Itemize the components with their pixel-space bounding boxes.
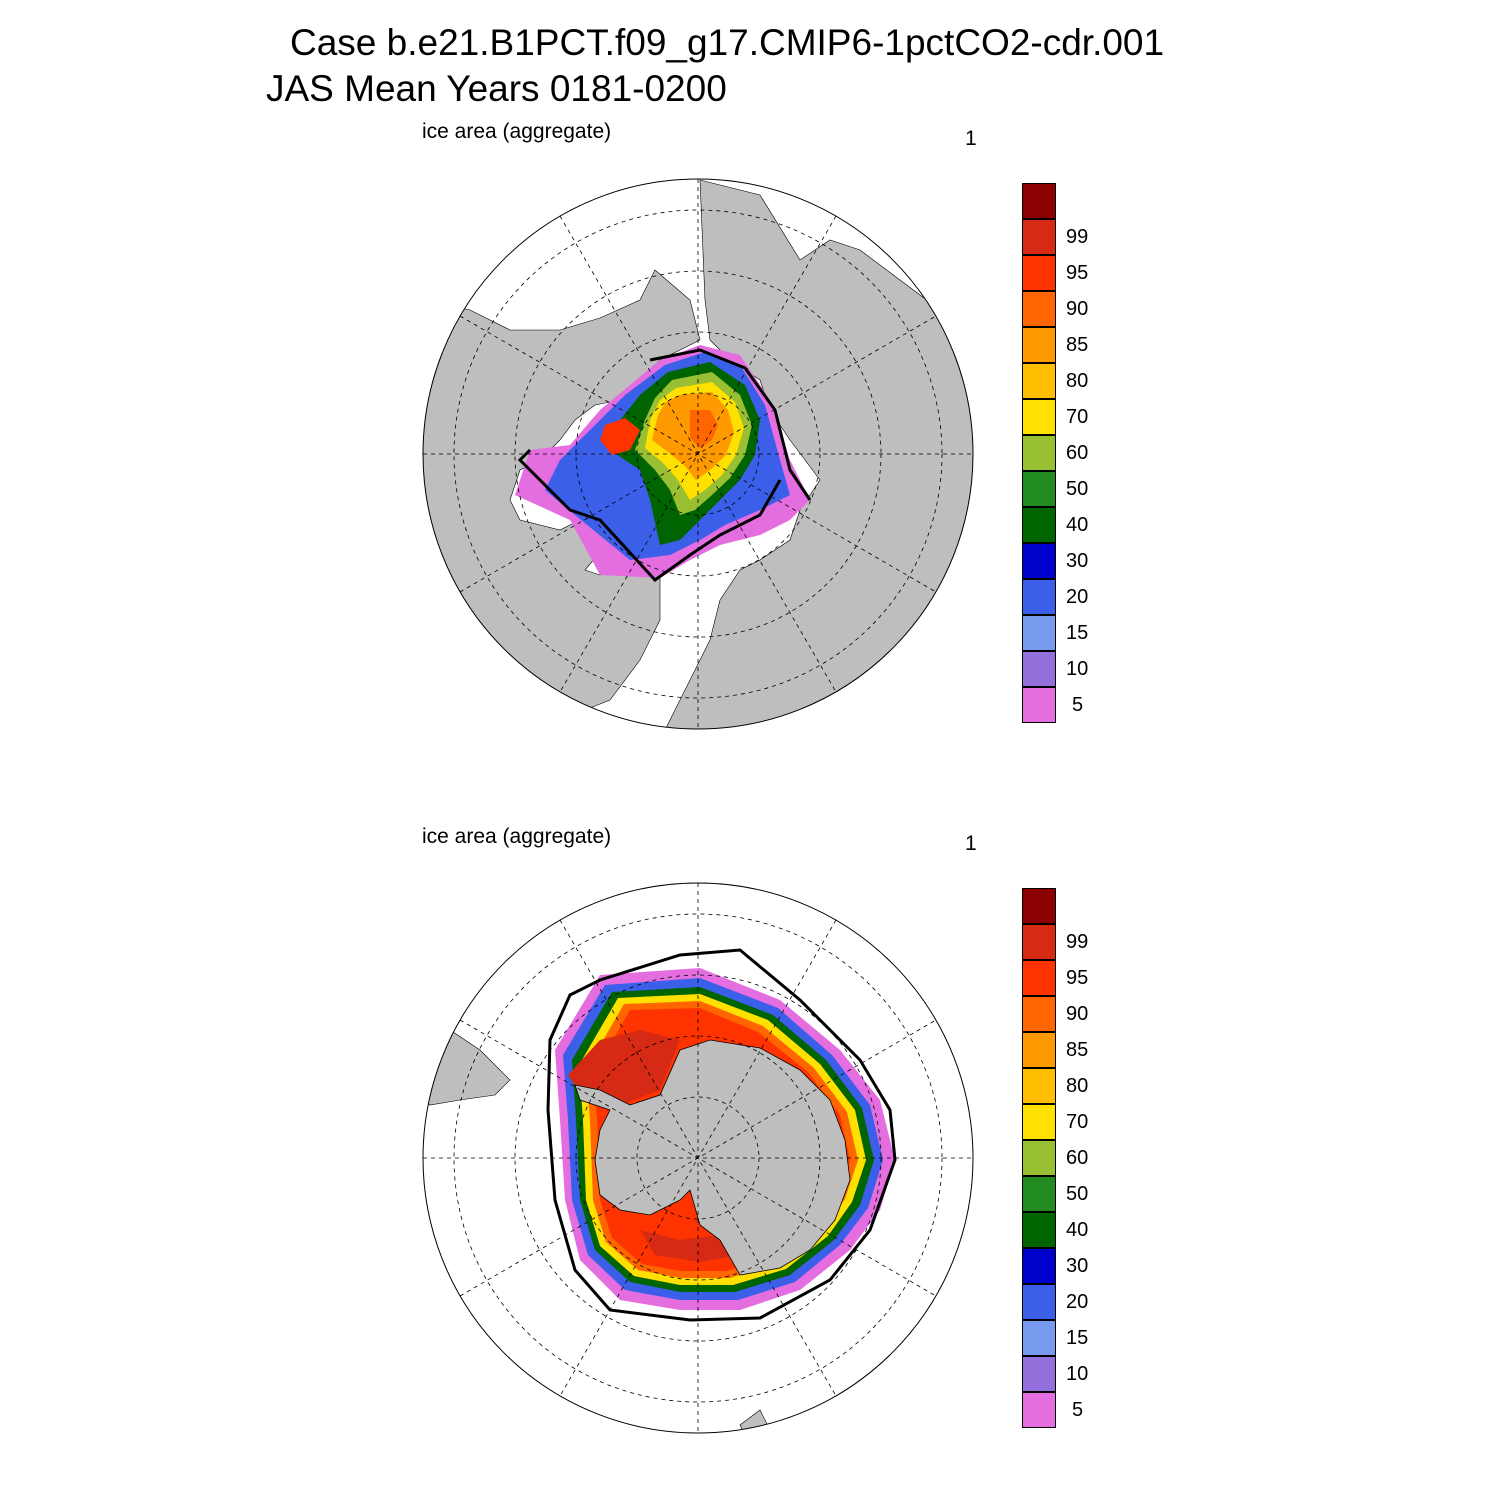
antarctic-colorbar-swatch [1022, 1032, 1056, 1068]
arctic-ice-85 [690, 410, 718, 448]
arctic-colorbar-label: 20 [1066, 586, 1089, 608]
antarctic-colorbar-swatch [1022, 1068, 1056, 1104]
antarctic-colorbar: 99 95 90 85 80 70 60 50 40 30 20 15 10 5 [1022, 888, 1088, 1428]
antarctic-colorbar-label: 10 [1066, 1363, 1089, 1385]
antarctic-colorbar-label: 60 [1066, 1147, 1089, 1169]
arctic-right-label: 1 [965, 127, 977, 150]
arctic-colorbar-label: 10 [1066, 658, 1089, 680]
arctic-colorbar-swatch [1022, 219, 1056, 255]
antarctic-land-antarctica [574, 1039, 851, 1276]
antarctic-colorbar-swatch [1022, 996, 1056, 1032]
arctic-colorbar-label: 90 [1066, 298, 1089, 320]
arctic-land-eurasia [659, 179, 973, 729]
antarctic-colorbar-swatch [1022, 1176, 1056, 1212]
antarctic-map-border [422, 882, 974, 1434]
antarctic-colorbar-swatch [1022, 1212, 1056, 1248]
antarctic-colorbar-label: 99 [1066, 931, 1089, 953]
arctic-colorbar-swatch [1022, 363, 1056, 399]
antarctic-colorbar-swatch [1022, 960, 1056, 996]
antarctic-colorbar-swatch [1022, 924, 1056, 960]
arctic-colorbar-label: 30 [1066, 550, 1089, 572]
antarctic-colorbar-label: 40 [1066, 1219, 1089, 1241]
arctic-colorbar-swatch [1022, 183, 1056, 219]
arctic-colorbar-swatch [1022, 687, 1056, 723]
arctic-colorbar-label: 85 [1066, 334, 1089, 356]
antarctic-colorbar-label: 15 [1066, 1327, 1089, 1349]
antarctic-colorbar-label: 85 [1066, 1039, 1089, 1061]
antarctic-colorbar-swatch [1022, 1284, 1056, 1320]
antarctic-graticule [423, 883, 973, 1433]
antarctic-colorbar-label: 95 [1066, 967, 1089, 989]
antarctic-colorbar-swatch [1022, 1248, 1056, 1284]
antarctic-ice-95-weddell [568, 1030, 680, 1105]
antarctic-ice-95-ross [640, 1230, 740, 1262]
arctic-colorbar-swatch [1022, 651, 1056, 687]
arctic-polar-map [422, 178, 974, 730]
arctic-map-border [422, 178, 974, 730]
antarctic-colorbar-label: 30 [1066, 1255, 1089, 1277]
antarctic-right-label: 1 [965, 832, 977, 855]
arctic-colorbar-swatch [1022, 615, 1056, 651]
antarctic-colorbar-label: 80 [1066, 1075, 1089, 1097]
antarctic-colorbar-label: 20 [1066, 1291, 1089, 1313]
arctic-colorbar-swatch [1022, 327, 1056, 363]
arctic-colorbar-swatch [1022, 399, 1056, 435]
antarctic-colorbar-swatch [1022, 1140, 1056, 1176]
arctic-observed-edge-contour [517, 348, 812, 582]
arctic-colorbar-swatch [1022, 507, 1056, 543]
arctic-colorbar-label: 99 [1066, 226, 1089, 248]
antarctic-colorbar-label: 50 [1066, 1183, 1089, 1205]
arctic-colorbar-label: 80 [1066, 370, 1089, 392]
arctic-colorbar-label: 70 [1066, 406, 1089, 428]
antarctic-colorbar-swatch [1022, 1356, 1056, 1392]
antarctic-colorbar-label: 5 [1072, 1399, 1084, 1421]
arctic-colorbar-label: 40 [1066, 514, 1089, 536]
antarctic-left-label: ice area (aggregate) [422, 825, 612, 848]
arctic-ice-archipelago [600, 418, 640, 455]
arctic-colorbar-swatch [1022, 435, 1056, 471]
arctic-colorbar-label: 15 [1066, 622, 1089, 644]
arctic-colorbar-swatch [1022, 543, 1056, 579]
arctic-colorbar-swatch [1022, 291, 1056, 327]
arctic-colorbar-swatch [1022, 471, 1056, 507]
arctic-colorbar-swatch [1022, 579, 1056, 615]
title-line-2: JAS Mean Years 0181-0200 [266, 68, 727, 109]
title-line-1: Case b.e21.B1PCT.f09_g17.CMIP6-1pctCO2-c… [290, 22, 1165, 63]
antarctic-colorbar-swatch [1022, 888, 1056, 924]
arctic-colorbar-swatch [1022, 255, 1056, 291]
antarctic-colorbar-swatch [1022, 1320, 1056, 1356]
antarctic-colorbar-label: 70 [1066, 1111, 1089, 1133]
antarctic-colorbar-swatch [1022, 1392, 1056, 1428]
arctic-colorbar-label: 5 [1072, 694, 1084, 716]
antarctic-colorbar-swatch [1022, 1104, 1056, 1140]
arctic-colorbar-label: 95 [1066, 262, 1089, 284]
antarctic-observed-edge-contour [546, 948, 897, 1322]
arctic-colorbar-label: 50 [1066, 478, 1089, 500]
arctic-colorbar: 99 95 90 85 80 70 60 50 40 30 20 15 10 5 [1022, 183, 1088, 723]
antarctic-colorbar-label: 90 [1066, 1003, 1089, 1025]
arctic-colorbar-label: 60 [1066, 442, 1089, 464]
arctic-graticule [423, 179, 973, 729]
arctic-left-label: ice area (aggregate) [422, 120, 612, 143]
